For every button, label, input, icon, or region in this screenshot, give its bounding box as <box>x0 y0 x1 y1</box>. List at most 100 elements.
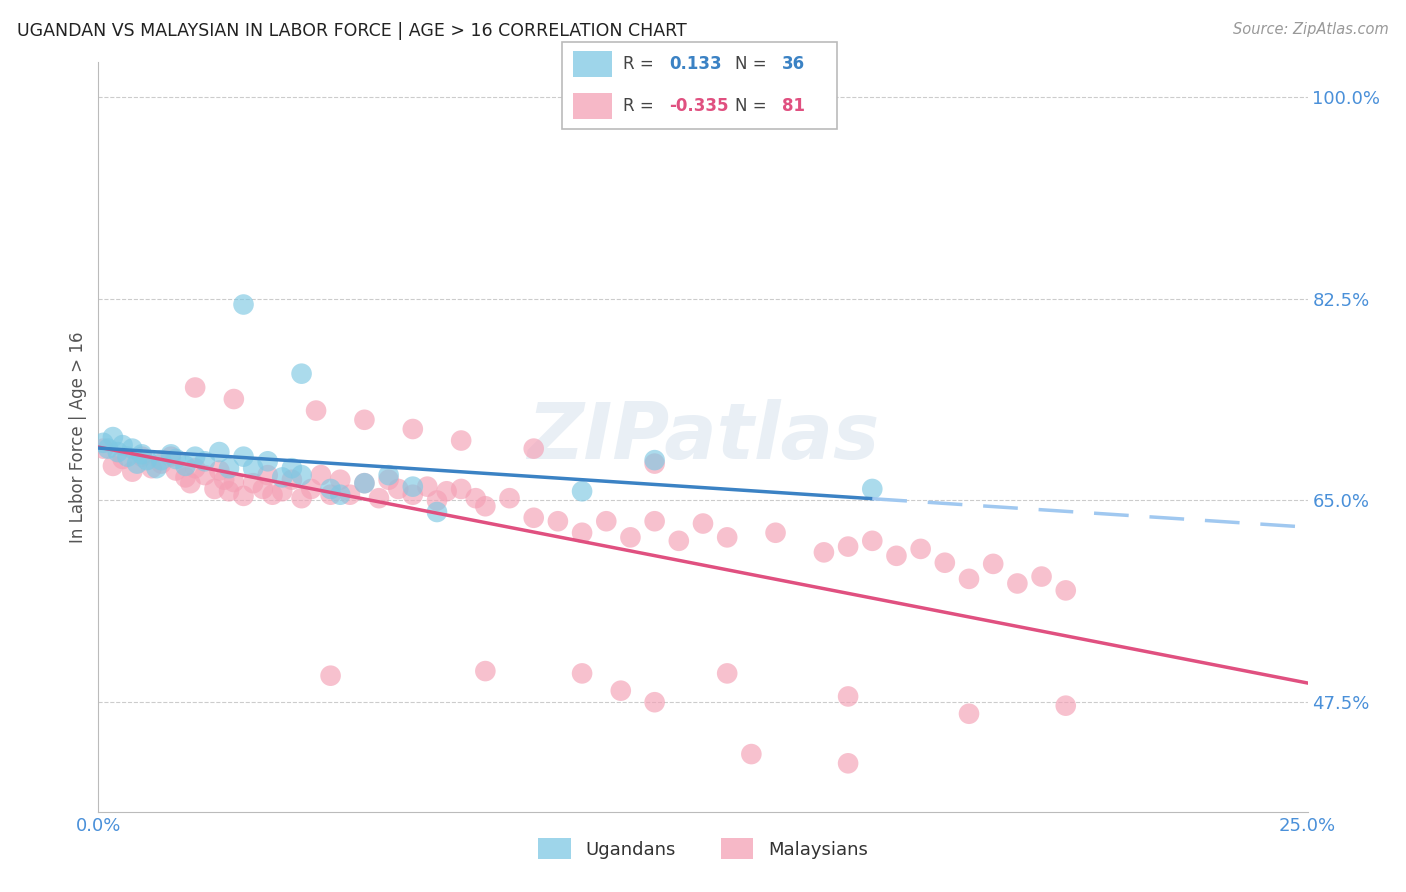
Point <box>165 452 187 467</box>
Point <box>571 484 593 499</box>
Point <box>910 541 932 556</box>
Point <box>218 461 240 475</box>
Point <box>571 525 593 540</box>
Point <box>377 468 399 483</box>
Point <box>547 514 569 528</box>
Point <box>957 706 980 721</box>
Y-axis label: In Labor Force | Age > 16: In Labor Force | Age > 16 <box>69 331 87 543</box>
Point <box>402 480 425 494</box>
Point <box>523 442 546 456</box>
Point <box>97 442 120 456</box>
Point <box>1007 576 1029 591</box>
Point <box>232 297 254 311</box>
Point <box>934 556 956 570</box>
Point <box>256 454 278 468</box>
Point <box>91 435 114 450</box>
Point <box>610 683 633 698</box>
Point <box>329 473 352 487</box>
Point <box>141 461 163 475</box>
Point <box>131 447 153 461</box>
Text: 36: 36 <box>782 54 804 73</box>
Point <box>179 476 201 491</box>
Point <box>426 493 449 508</box>
Text: ZIPatlas: ZIPatlas <box>527 399 879 475</box>
Point <box>271 484 294 499</box>
Point <box>813 545 835 559</box>
Point <box>101 430 124 444</box>
Text: -0.335: -0.335 <box>669 96 728 115</box>
Point <box>498 491 520 505</box>
Point <box>339 488 361 502</box>
Point <box>474 664 496 678</box>
FancyBboxPatch shape <box>574 51 612 77</box>
Point <box>1031 569 1053 583</box>
Point <box>668 533 690 548</box>
Point <box>353 476 375 491</box>
Point <box>131 450 153 464</box>
Point <box>290 491 312 505</box>
Point <box>619 530 641 544</box>
Point <box>436 484 458 499</box>
Point <box>716 666 738 681</box>
Point <box>290 468 312 483</box>
Point <box>305 403 328 417</box>
Point <box>450 434 472 448</box>
Point <box>117 450 139 464</box>
Point <box>353 476 375 491</box>
Point <box>252 482 274 496</box>
Point <box>135 453 157 467</box>
Text: 0.133: 0.133 <box>669 54 721 73</box>
Point <box>256 468 278 483</box>
Point <box>212 473 235 487</box>
Point <box>290 367 312 381</box>
Point <box>571 666 593 681</box>
Point <box>107 445 129 459</box>
Point <box>595 514 617 528</box>
Point <box>111 452 134 467</box>
Point <box>150 457 173 471</box>
Point <box>644 457 666 471</box>
Point <box>957 572 980 586</box>
Point <box>222 475 245 489</box>
Point <box>232 450 254 464</box>
Point <box>716 530 738 544</box>
Point <box>121 465 143 479</box>
Point <box>368 491 391 505</box>
Point <box>886 549 908 563</box>
Point <box>644 695 666 709</box>
Point <box>218 484 240 499</box>
Point <box>194 454 217 468</box>
Point <box>165 463 187 477</box>
Point <box>416 480 439 494</box>
Text: UGANDAN VS MALAYSIAN IN LABOR FORCE | AGE > 16 CORRELATION CHART: UGANDAN VS MALAYSIAN IN LABOR FORCE | AG… <box>17 22 686 40</box>
Point <box>387 482 409 496</box>
Point <box>222 392 245 406</box>
Point <box>981 557 1004 571</box>
Point <box>377 473 399 487</box>
Point <box>232 489 254 503</box>
Point <box>194 468 217 483</box>
Point <box>1054 698 1077 713</box>
Point <box>740 747 762 761</box>
Point <box>402 488 425 502</box>
Text: R =: R = <box>623 54 654 73</box>
Point <box>160 447 183 461</box>
Point <box>644 453 666 467</box>
Point <box>837 540 859 554</box>
Point <box>174 458 197 473</box>
Point <box>329 488 352 502</box>
FancyBboxPatch shape <box>574 93 612 119</box>
Point <box>242 476 264 491</box>
Point <box>319 482 342 496</box>
Point <box>242 461 264 475</box>
Point <box>860 533 883 548</box>
Point <box>111 438 134 452</box>
Text: Source: ZipAtlas.com: Source: ZipAtlas.com <box>1233 22 1389 37</box>
Point <box>474 500 496 514</box>
Point <box>319 488 342 502</box>
Point <box>174 470 197 484</box>
Legend: Ugandans, Malaysians: Ugandans, Malaysians <box>531 831 875 866</box>
Point <box>281 473 304 487</box>
Point <box>860 482 883 496</box>
Text: N =: N = <box>735 54 766 73</box>
